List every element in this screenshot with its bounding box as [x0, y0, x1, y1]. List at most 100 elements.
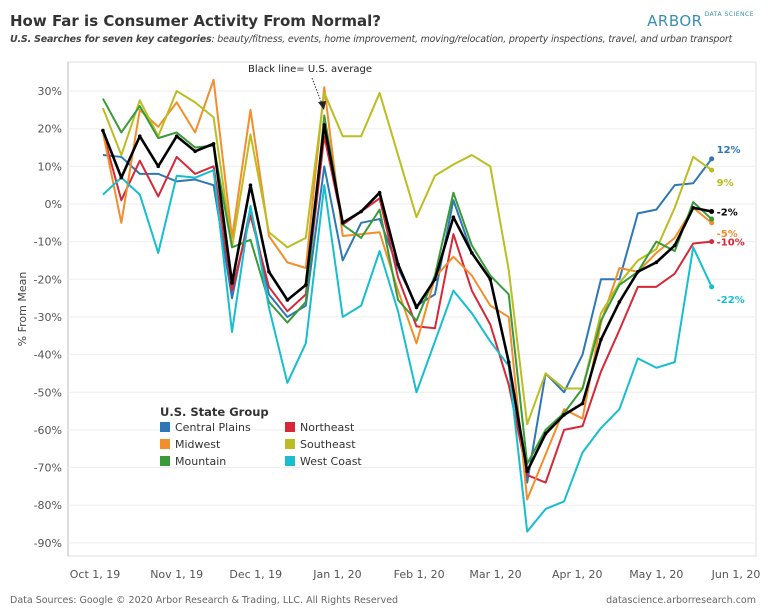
y-tick-label: -90% [34, 537, 62, 550]
logo-small-text: DATA SCIENCE [704, 11, 754, 18]
end-label: -22% [717, 295, 745, 306]
data-point [636, 269, 640, 274]
data-point [654, 260, 659, 265]
data-point [156, 164, 161, 169]
series-line [101, 78, 713, 501]
x-tick-label: Apr 1, 20 [552, 568, 603, 581]
y-tick-label: 30% [38, 85, 62, 98]
y-tick-label: -80% [34, 499, 62, 512]
end-point [709, 220, 715, 226]
legend-swatch [285, 456, 295, 466]
chart-subtitle: U.S. Searches for seven key categories: … [10, 34, 732, 45]
data-point [359, 209, 363, 214]
arbor-logo: ARBOR DATA SCIENCE [647, 11, 754, 31]
data-point [322, 123, 327, 127]
end-point [709, 239, 715, 245]
source-url: datascience.arborresearch.com [606, 595, 756, 606]
series-northeast: -10% [101, 132, 745, 484]
end-label: -2% [717, 208, 738, 219]
data-point [267, 269, 271, 274]
data-point [691, 205, 696, 210]
y-tick-label: -40% [34, 349, 62, 362]
data-point [488, 277, 493, 282]
y-tick-label: -10% [34, 236, 62, 249]
data-point [433, 277, 437, 282]
data-point [396, 262, 400, 267]
series-u-s-average: -2% [101, 123, 738, 474]
end-point [709, 216, 715, 222]
series-line [102, 169, 713, 533]
data-point [340, 221, 345, 225]
data-point [193, 149, 197, 154]
data-point [580, 401, 585, 406]
data-source: Data Sources: Google © 2020 Arbor Resear… [10, 595, 399, 606]
legend-swatch [285, 422, 295, 432]
annotation-text: Black line= U.S. average [248, 64, 372, 75]
end-label: 12% [717, 145, 741, 156]
legend-swatch [160, 456, 170, 466]
end-point [709, 209, 715, 215]
arrow-head-icon [318, 101, 326, 110]
data-point [414, 305, 419, 310]
end-point [709, 284, 715, 290]
series-line [101, 132, 712, 484]
y-tick-label: -30% [34, 311, 62, 324]
y-tick-label: -70% [34, 462, 62, 475]
end-point [709, 156, 715, 162]
y-tick-label: 0% [45, 198, 62, 211]
x-tick-label: Feb 1, 20 [394, 568, 445, 581]
series-line [101, 90, 713, 426]
x-tick-label: Jun 1, 20 [711, 568, 761, 581]
chart-title: How Far is Consumer Activity From Normal… [10, 12, 381, 30]
legend-label: Southeast [300, 438, 356, 451]
legend-label: Mountain [175, 455, 226, 468]
data-point [211, 141, 216, 146]
y-tick-label: -20% [34, 273, 62, 286]
series-west-coast: -22% [102, 169, 745, 533]
data-point [617, 300, 622, 304]
subtitle-bold: U.S. Searches for seven key categories [10, 34, 212, 45]
data-point [285, 298, 290, 302]
data-point [248, 183, 253, 187]
data-point [174, 134, 179, 139]
y-tick-label: 10% [38, 160, 62, 173]
data-point [599, 337, 603, 342]
legend-label: West Coast [300, 455, 362, 468]
y-tick-label: -50% [34, 386, 62, 399]
data-point [377, 190, 382, 195]
data-point [470, 251, 474, 255]
data-point [672, 243, 677, 248]
data-point [119, 175, 124, 180]
data-point [137, 134, 142, 139]
legend-swatch [160, 422, 170, 432]
x-tick-label: May 1, 20 [629, 568, 683, 581]
subtitle-rest: : beauty/fitness, events, home improveme… [211, 34, 733, 45]
end-label: -10% [717, 238, 745, 249]
end-point [709, 167, 715, 173]
legend-label: Midwest [175, 438, 221, 451]
data-point [451, 215, 456, 219]
data-point [525, 469, 529, 474]
y-tick-label: -60% [34, 424, 62, 437]
legend-swatch [160, 439, 170, 449]
data-point [101, 128, 105, 133]
y-axis-label: % From Mean [16, 272, 29, 347]
end-label: 9% [717, 178, 734, 189]
x-tick-label: Jan 1, 20 [312, 568, 361, 581]
y-tick-label: 20% [38, 123, 62, 136]
series-midwest: -5% [101, 78, 738, 501]
data-point [543, 431, 548, 436]
legend-title: U.S. State Group [160, 405, 269, 419]
legend-swatch [285, 439, 295, 449]
legend-label: Central Plains [175, 421, 251, 434]
series-southeast: 9% [101, 90, 734, 426]
data-point [230, 281, 234, 285]
series-line [101, 123, 712, 473]
plot-frame [67, 61, 757, 557]
end-label: -5% [717, 229, 738, 240]
data-point [562, 413, 566, 417]
data-point [506, 360, 511, 364]
legend-label: Northeast [300, 421, 355, 434]
x-tick-label: Mar 1, 20 [469, 568, 521, 581]
